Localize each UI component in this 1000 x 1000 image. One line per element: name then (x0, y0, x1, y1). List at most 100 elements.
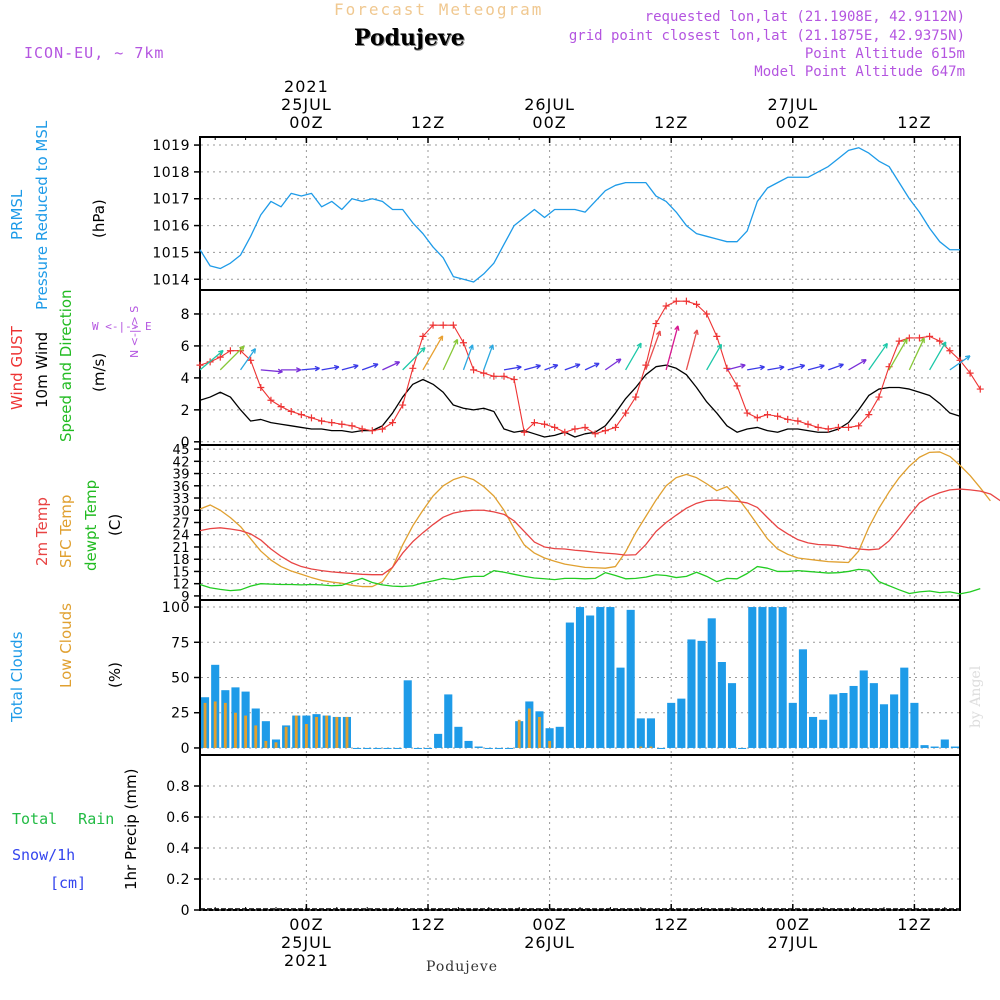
gust-marker (611, 423, 619, 431)
total-cloud-bar (798, 649, 807, 748)
gust-marker (439, 321, 447, 329)
top-year-label: 2021 (284, 77, 329, 96)
gust-marker (794, 417, 802, 425)
total-cloud-bar (575, 607, 585, 748)
wind-direction-arrow (645, 330, 662, 371)
y-tick-label: 6 (181, 339, 190, 355)
gust-marker (520, 428, 528, 436)
gust-marker (530, 419, 538, 427)
gust-marker (358, 425, 366, 433)
y-tick-label: 1014 (152, 272, 190, 288)
total-cloud-bar (738, 747, 747, 749)
total-cloud-bar (646, 718, 655, 748)
product-title: Forecast Meteogram (334, 0, 544, 19)
gust-marker (905, 334, 913, 342)
gust-marker (693, 300, 701, 308)
y-tick-label: 75 (171, 635, 190, 651)
gust-marker (399, 401, 407, 409)
gust-marker (297, 411, 305, 419)
y-tick-label: 27 (172, 517, 190, 532)
gust-marker (875, 393, 883, 401)
total-cloud-bar (596, 607, 605, 748)
gust-marker (480, 369, 488, 377)
y-tick-label: 45 (172, 443, 190, 458)
wind-direction-arrow (341, 363, 359, 371)
total-cloud-bar (484, 747, 493, 749)
low-cloud-bar (294, 715, 298, 748)
2m-temp-line (199, 488, 1000, 576)
y-tick-label: 39 (172, 468, 190, 483)
total-cloud-bar (626, 609, 635, 748)
y-tick-label: 30 (172, 504, 190, 519)
gust-marker (368, 427, 376, 435)
wind-direction-arrow (422, 335, 444, 371)
gust-marker (510, 375, 518, 383)
model-label: ICON-EU, ~ 7km (24, 44, 165, 62)
top-date-label: 26JUL (524, 95, 575, 114)
gust-marker (226, 347, 234, 355)
top-hour-label: 12Z (897, 113, 931, 132)
total-cloud-bar (819, 719, 828, 748)
top-hour-label: 12Z (654, 113, 688, 132)
gust-marker (682, 297, 690, 305)
gust-marker (419, 332, 427, 340)
gust-marker (855, 422, 863, 430)
y-tick-label: 15 (172, 565, 190, 580)
total-cloud-bar (697, 640, 706, 748)
top-date-label: 25JUL (281, 95, 332, 114)
bottom-date-label: 27JUL (767, 933, 818, 952)
panel-frame-2 (199, 289, 961, 446)
total-cloud-bar (717, 662, 726, 748)
wind-direction-arrow (848, 359, 867, 371)
y-tick-label: 8 (181, 307, 190, 323)
gust-marker (490, 372, 498, 380)
low-cloud-bar (538, 716, 541, 748)
wind-direction-arrow (524, 363, 542, 371)
total-cloud-bar (353, 747, 362, 749)
pressure-line (199, 147, 960, 283)
gust-marker (541, 420, 549, 428)
y-tick-label: 1017 (152, 192, 190, 208)
gust-marker (652, 320, 660, 328)
low-cloud-bar (345, 716, 349, 748)
wind-direction-arrow (625, 342, 642, 371)
station-title: Podujeve (354, 25, 465, 51)
gust-marker (409, 364, 417, 372)
total-cloud-bar (606, 607, 615, 748)
y-tick-label: 18 (172, 553, 190, 568)
bottom-date-label: 25JUL (281, 933, 332, 952)
gust-marker (348, 422, 356, 430)
snow-label: Snow/1h (12, 846, 76, 864)
total-cloud-bar (464, 740, 473, 748)
wind-direction-arrow (787, 363, 806, 371)
total-cloud-bar (809, 716, 818, 748)
gust-marker (277, 403, 285, 411)
y-tick-label: 0 (181, 741, 190, 757)
total-cloud-bar (748, 607, 757, 748)
bottom-year-label: 2021 (284, 951, 329, 970)
wind-direction-arrow (240, 348, 257, 371)
total-cloud-bar (707, 618, 716, 748)
low-cloud-bar (234, 712, 237, 748)
total-cloud-bar (667, 702, 676, 748)
total-cloud-bar (494, 747, 503, 749)
total-cloud-bar (859, 670, 868, 748)
wind-direction-arrow (888, 338, 908, 371)
wind-direction-arrow (199, 349, 224, 371)
gust-marker (895, 337, 903, 345)
wind-direction-arrow (544, 363, 559, 371)
total-cloud-bar (890, 694, 899, 748)
bottom-hour-label: 12Z (411, 915, 445, 934)
bottom-hour-label: 00Z (289, 915, 323, 934)
gust-marker (449, 321, 457, 329)
top-date-label: 27JUL (767, 95, 818, 114)
gust-marker (216, 353, 224, 361)
gust-marker (601, 427, 609, 435)
wind-direction-arrow (442, 338, 459, 371)
gust-marker (267, 396, 275, 404)
y-tick-label: 2 (181, 403, 190, 419)
bottom-hour-label: 00Z (532, 915, 566, 934)
gust-marker (561, 428, 569, 436)
low-cloud-bar (649, 746, 653, 748)
total-cloud-bar (940, 739, 949, 748)
